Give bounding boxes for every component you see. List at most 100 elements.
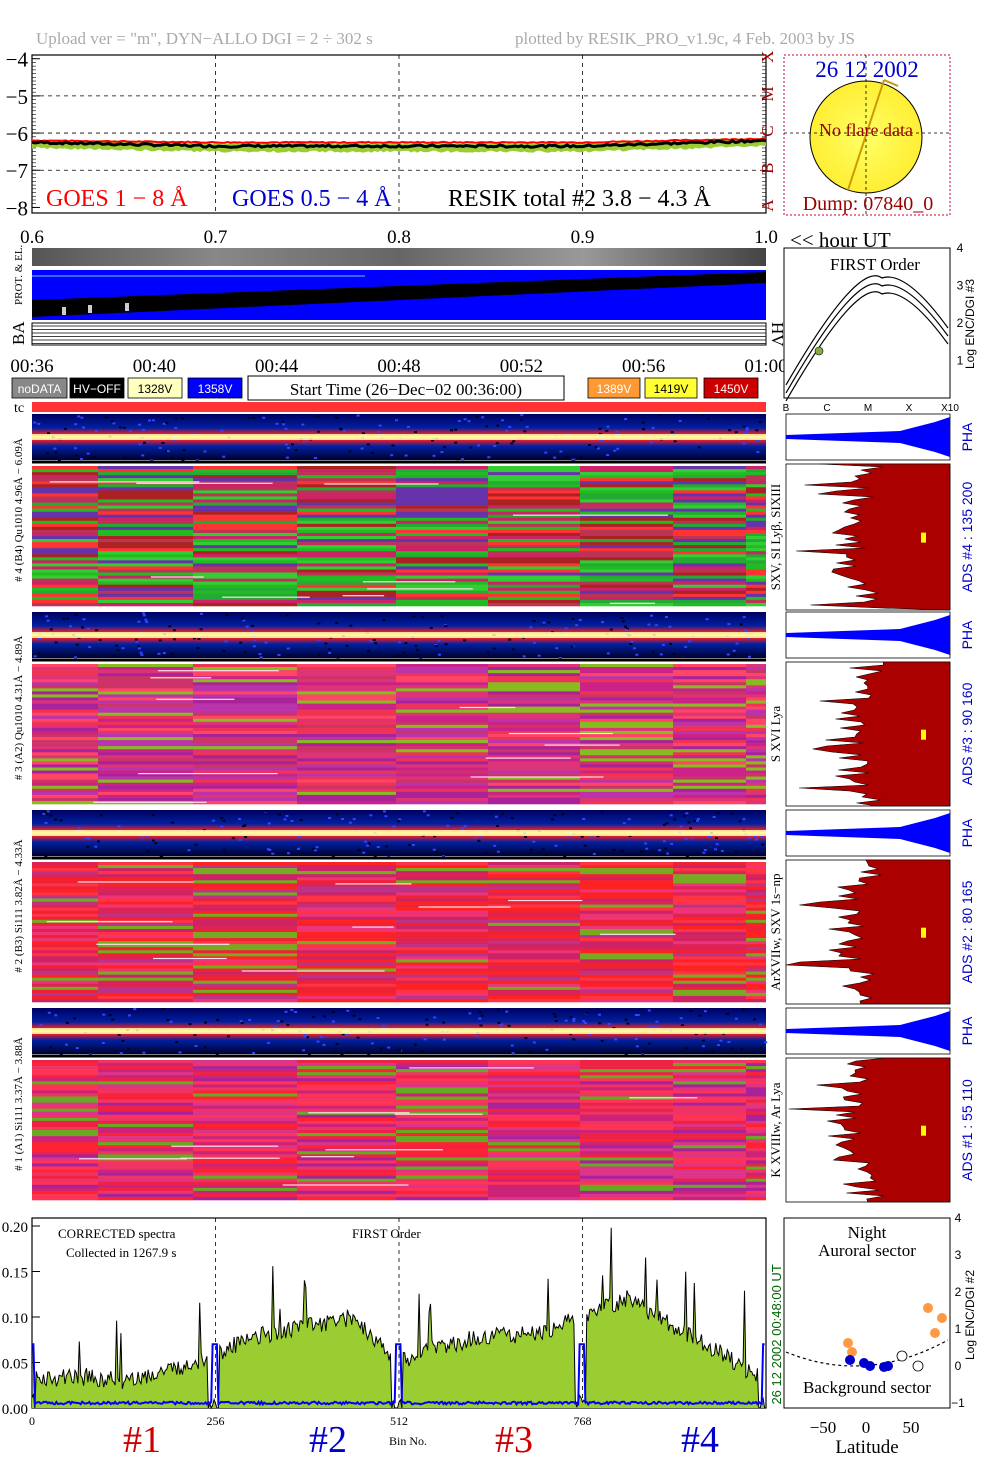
spectrogram-cell xyxy=(580,664,673,668)
pha-noise xyxy=(59,819,63,822)
pha-noise xyxy=(117,1034,121,1037)
spectrogram-cell xyxy=(98,466,193,470)
pha-noise xyxy=(277,653,281,656)
spectrogram-cell xyxy=(746,770,766,774)
spectrogram-cell xyxy=(746,983,766,988)
spectrogram-cell xyxy=(488,1148,580,1152)
spectrogram-cell xyxy=(32,761,98,765)
spectrogram-cell xyxy=(98,1099,193,1103)
pha-noise xyxy=(669,643,673,645)
spectrogram-cell xyxy=(32,773,98,777)
spectrogram-cell xyxy=(580,1175,673,1179)
spectrogram-cell xyxy=(488,566,580,570)
pha-noise xyxy=(243,651,247,654)
spectrogram-cell xyxy=(32,575,98,579)
spectrogram-cell xyxy=(580,938,673,942)
pha-noise xyxy=(741,1008,745,1011)
spectrogram-cell xyxy=(193,557,297,561)
pha-noise xyxy=(583,1022,587,1024)
spectrogram-cell xyxy=(580,922,673,927)
pha-noise xyxy=(663,847,667,850)
spectrogram-cell xyxy=(396,484,488,488)
spectrogram-cell xyxy=(32,730,98,735)
spectrogram-cell xyxy=(580,998,673,1003)
spectrogram-cell xyxy=(746,511,766,515)
pha-noise xyxy=(685,812,689,815)
spectrogram-cell xyxy=(297,670,396,674)
spectrogram-cell xyxy=(396,947,488,951)
spectrogram-cell xyxy=(580,1169,673,1173)
pha-noise xyxy=(341,818,345,820)
spectrogram-cell xyxy=(488,1093,580,1097)
spectrogram-cell xyxy=(746,1187,766,1192)
spectrogram-cell xyxy=(193,1105,297,1109)
pha-noise xyxy=(554,844,558,847)
spectrogram-cell xyxy=(396,1108,488,1113)
pha-noise xyxy=(332,1011,335,1014)
spectrogram-cell xyxy=(297,712,396,717)
pha-noise xyxy=(446,824,450,827)
spectrogram-cell xyxy=(193,770,297,774)
spectrogram-cell xyxy=(488,773,580,777)
spectrogram-cell xyxy=(396,542,488,546)
pha-noise xyxy=(478,1011,482,1014)
pha-noise xyxy=(45,813,49,815)
pha-noise xyxy=(75,643,79,646)
spectrogram-cell xyxy=(396,539,488,543)
spectrogram-cell xyxy=(98,749,193,753)
pha-noise xyxy=(529,626,533,629)
spectrogram-cell xyxy=(193,505,297,509)
spectrogram-cell xyxy=(98,587,193,592)
spectrogram-cell xyxy=(193,694,297,698)
spectrogram-cell xyxy=(297,526,396,531)
spectrogram-cell xyxy=(580,874,673,878)
spectrogram-cell xyxy=(580,895,673,899)
pha-noise xyxy=(119,426,122,429)
spectrogram-cell xyxy=(488,1187,580,1192)
spectrogram-cell xyxy=(297,974,396,978)
spectrum-date-label: 26 12 2002 xyxy=(769,1339,784,1404)
spectrogram-cell xyxy=(98,487,193,491)
spectrogram-cell xyxy=(396,913,488,918)
spectrogram-cell xyxy=(98,478,193,482)
pha-noise xyxy=(116,649,120,652)
spectrogram-cell xyxy=(297,706,396,710)
pha-noise xyxy=(550,818,554,821)
spectrogram-cell xyxy=(746,715,766,720)
spectrogram-cell xyxy=(746,1078,766,1082)
spectrogram-cell xyxy=(580,800,673,805)
spectrum-note-2: Collected in 1267.9 s xyxy=(66,1245,177,1260)
spectrogram-cell xyxy=(32,928,98,933)
spectrogram-highlight xyxy=(79,1158,187,1160)
pha-noise xyxy=(753,835,757,838)
spectrogram-cell xyxy=(580,602,673,607)
spectrogram-cell xyxy=(746,712,766,717)
spectrogram-cell xyxy=(297,874,396,878)
pha-noise xyxy=(579,456,583,459)
pha-noise xyxy=(222,649,226,652)
time-tick-label: 00:48 xyxy=(377,356,420,377)
spectrogram-cell xyxy=(32,1136,98,1140)
spectrogram-cell xyxy=(396,962,488,966)
spectrogram-cell xyxy=(193,743,297,747)
spectrogram-cell xyxy=(746,691,766,695)
spectrogram-cell xyxy=(673,1066,746,1070)
spectrogram-cell xyxy=(488,1136,580,1140)
pha-noise xyxy=(117,825,121,828)
pha-noise xyxy=(469,446,473,449)
pha-noise xyxy=(297,835,301,838)
spectrogram-cell xyxy=(580,596,673,601)
spectrogram-cell xyxy=(396,898,488,902)
hv-legend-label: HV−OFF xyxy=(73,382,121,396)
spectrogram-cell xyxy=(580,475,673,479)
pha-centre-line xyxy=(32,1028,766,1034)
pha-noise xyxy=(670,431,674,434)
spectrogram-cell xyxy=(32,715,98,720)
spectrogram-cell xyxy=(746,667,766,671)
pha-noise xyxy=(684,837,688,840)
pha-noise xyxy=(435,850,439,853)
spectrogram-cell xyxy=(673,956,746,960)
spectrogram-cell xyxy=(193,953,297,957)
hv-legend-swatch xyxy=(69,377,125,399)
